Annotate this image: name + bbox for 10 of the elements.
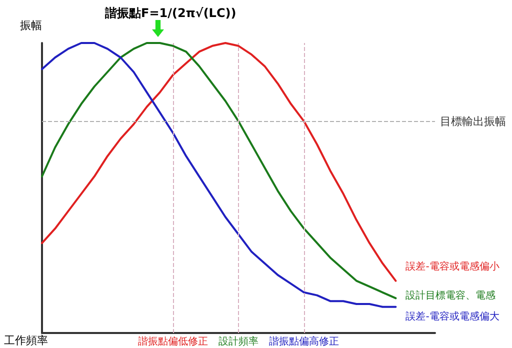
x-tick-label: 諧振點偏高修正 [269,336,339,348]
series-label: 誤差-電容或電感偏小 [406,260,500,272]
chart-title: 諧振點F=1/(2π√(LC)) [104,6,236,20]
x-axis-title: 工作頻率 [4,334,48,347]
ref-line-label: 目標輸出振幅 [440,114,506,128]
x-tick-label: 諧振點偏低修正 [138,336,208,348]
y-axis-title: 振幅 [20,19,42,32]
series-label: 設計目標電容、電感 [406,290,496,302]
series-label: 誤差-電容或電感偏大 [406,310,500,322]
x-tick-label: 設計頻率 [218,336,258,348]
